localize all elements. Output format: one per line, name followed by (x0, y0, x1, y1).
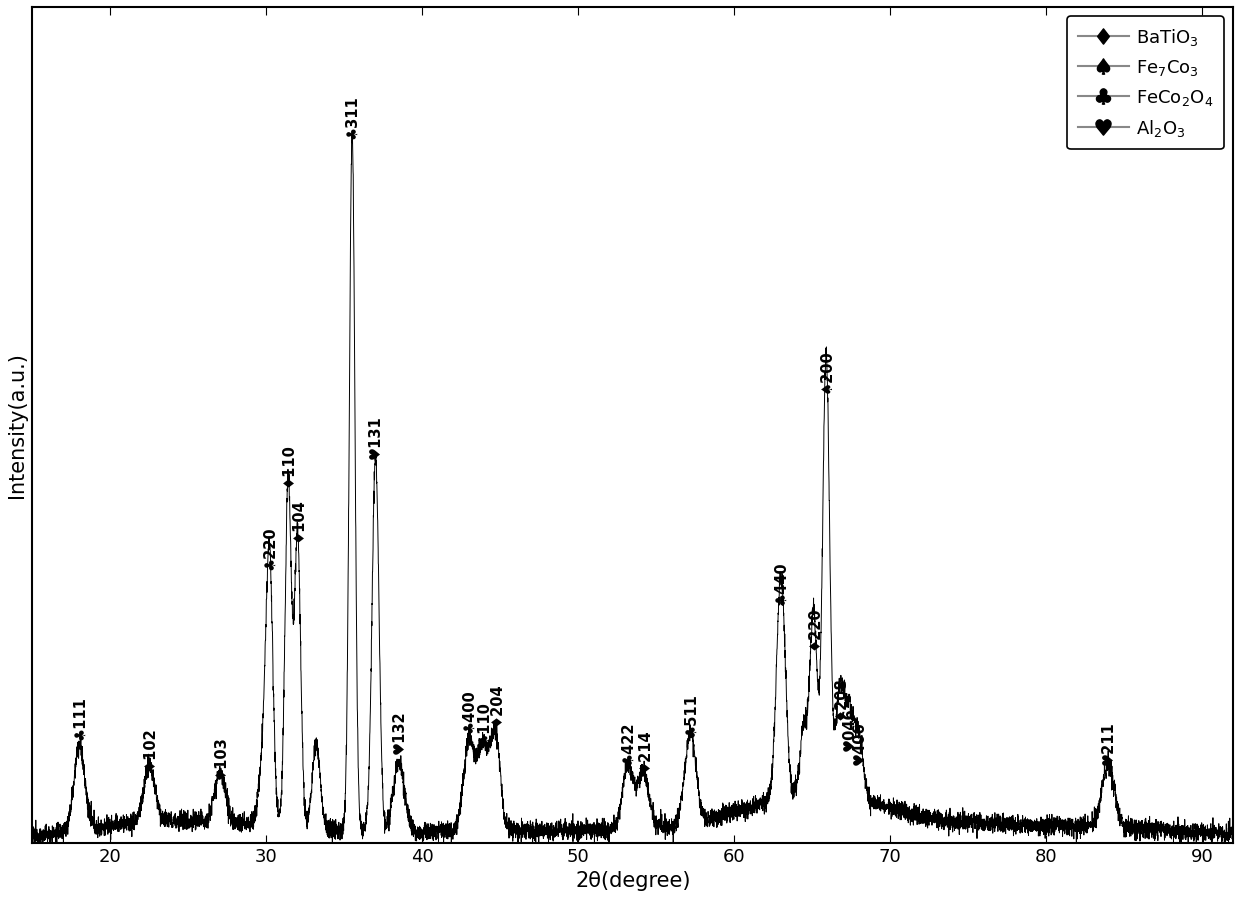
Text: ♣311: ♣311 (345, 95, 360, 139)
Text: ♣422: ♣422 (620, 721, 636, 765)
X-axis label: 2θ(degree): 2θ(degree) (575, 871, 691, 891)
Text: ♣400: ♣400 (461, 690, 476, 734)
Text: ♥406: ♥406 (852, 721, 867, 765)
Text: ♦208: ♦208 (832, 676, 848, 719)
Text: ♦102: ♦102 (141, 726, 157, 770)
Text: ♥131: ♥131 (368, 415, 383, 459)
Text: ♦104: ♦104 (290, 498, 305, 542)
Text: ♦204: ♦204 (489, 682, 503, 726)
Text: ♣511: ♣511 (683, 693, 698, 737)
Text: ♥046: ♥046 (842, 707, 857, 751)
Text: ♣220: ♣220 (262, 526, 277, 570)
Text: ♦220: ♦220 (806, 606, 821, 650)
Text: ♦103: ♦103 (212, 735, 227, 779)
Text: ♣440: ♣440 (774, 561, 789, 605)
Text: ♥132: ♥132 (392, 710, 407, 754)
Legend: BaTiO$_3$, Fe$_7$Co$_3$, FeCo$_2$O$_4$, Al$_2$O$_3$: BaTiO$_3$, Fe$_7$Co$_3$, FeCo$_2$O$_4$, … (1068, 16, 1224, 149)
Text: ♥211: ♥211 (1101, 721, 1116, 765)
Text: ♠110: ♠110 (476, 700, 491, 744)
Text: ♦214: ♦214 (636, 728, 651, 771)
Text: ♣111: ♣111 (72, 697, 87, 740)
Text: ♠200: ♠200 (818, 349, 833, 393)
Y-axis label: Intensity(a.u.): Intensity(a.u.) (7, 352, 27, 497)
Text: ♦110: ♦110 (280, 443, 295, 487)
